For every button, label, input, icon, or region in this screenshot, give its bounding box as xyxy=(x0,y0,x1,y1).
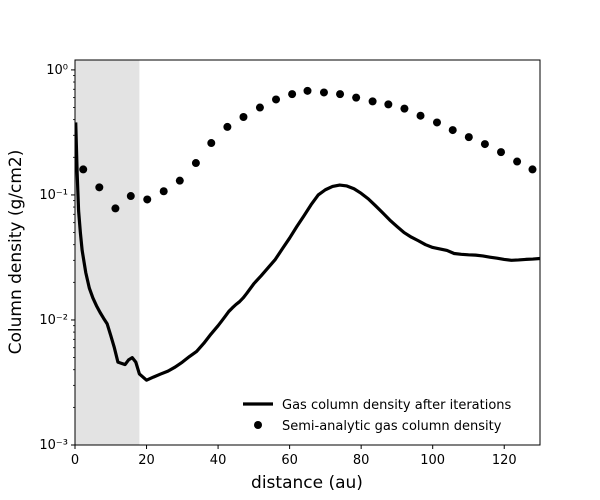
y-tick-label: 10⁻¹ xyxy=(39,188,68,203)
scatter-point xyxy=(319,88,328,97)
y-tick-label: 10⁻³ xyxy=(39,438,68,453)
x-tick-label: 40 xyxy=(210,453,227,468)
legend-label-scatter: Semi-analytic gas column density xyxy=(282,419,502,434)
scatter-point xyxy=(223,122,232,131)
axes: 0 20 40 60 80 100 120 10⁻³ 10⁻² 10⁻¹ 10⁰ xyxy=(39,59,541,468)
scatter-point xyxy=(352,93,361,102)
scatter-point xyxy=(416,111,425,120)
scatter-point xyxy=(288,90,297,99)
x-axis-label: distance (au) xyxy=(251,473,363,493)
x-tick-label: 80 xyxy=(353,453,370,468)
x-tick-label: 0 xyxy=(71,453,79,468)
scatter-point xyxy=(272,95,281,104)
scatter-point xyxy=(175,176,184,185)
scatter-point xyxy=(126,192,135,201)
scatter-point xyxy=(239,113,248,122)
scatter-point xyxy=(432,118,441,127)
x-tick-label: 60 xyxy=(281,453,298,468)
scatter-point xyxy=(480,140,489,149)
scatter-point xyxy=(464,133,473,142)
scatter-point xyxy=(111,204,120,213)
scatter-point xyxy=(79,165,88,174)
x-tick-label: 20 xyxy=(138,453,155,468)
series-group xyxy=(75,86,540,382)
axes-frame xyxy=(74,59,541,446)
scatter-point xyxy=(448,126,457,135)
legend: Gas column density after iterations Semi-… xyxy=(243,398,512,434)
legend-label-line: Gas column density after iterations xyxy=(282,398,512,413)
scatter-point xyxy=(336,90,345,99)
scatter-point xyxy=(513,157,522,166)
y-axis-label: Column density (g/cm2) xyxy=(6,150,26,355)
scatter-point xyxy=(528,165,537,174)
y-tick-label: 10⁰ xyxy=(46,63,68,78)
scatter-point xyxy=(400,104,409,113)
x-tick-label: 100 xyxy=(420,453,445,468)
scatter-point xyxy=(255,103,264,112)
scatter-point xyxy=(159,187,168,196)
y-tick-label: 10⁻² xyxy=(39,313,68,328)
scatter-point xyxy=(143,195,152,204)
shaded-region xyxy=(75,60,140,445)
scatter-point xyxy=(384,100,393,109)
scatter-point xyxy=(497,148,506,157)
series-line-gas-column-density xyxy=(75,122,540,382)
legend-scatter-marker xyxy=(254,421,262,429)
x-tick-label: 120 xyxy=(492,453,517,468)
plot-area xyxy=(75,60,540,445)
scatter-point xyxy=(191,159,200,168)
scatter-point xyxy=(207,139,216,148)
scatter-point xyxy=(303,86,312,95)
scatter-point xyxy=(95,183,104,192)
scatter-point xyxy=(368,97,377,106)
